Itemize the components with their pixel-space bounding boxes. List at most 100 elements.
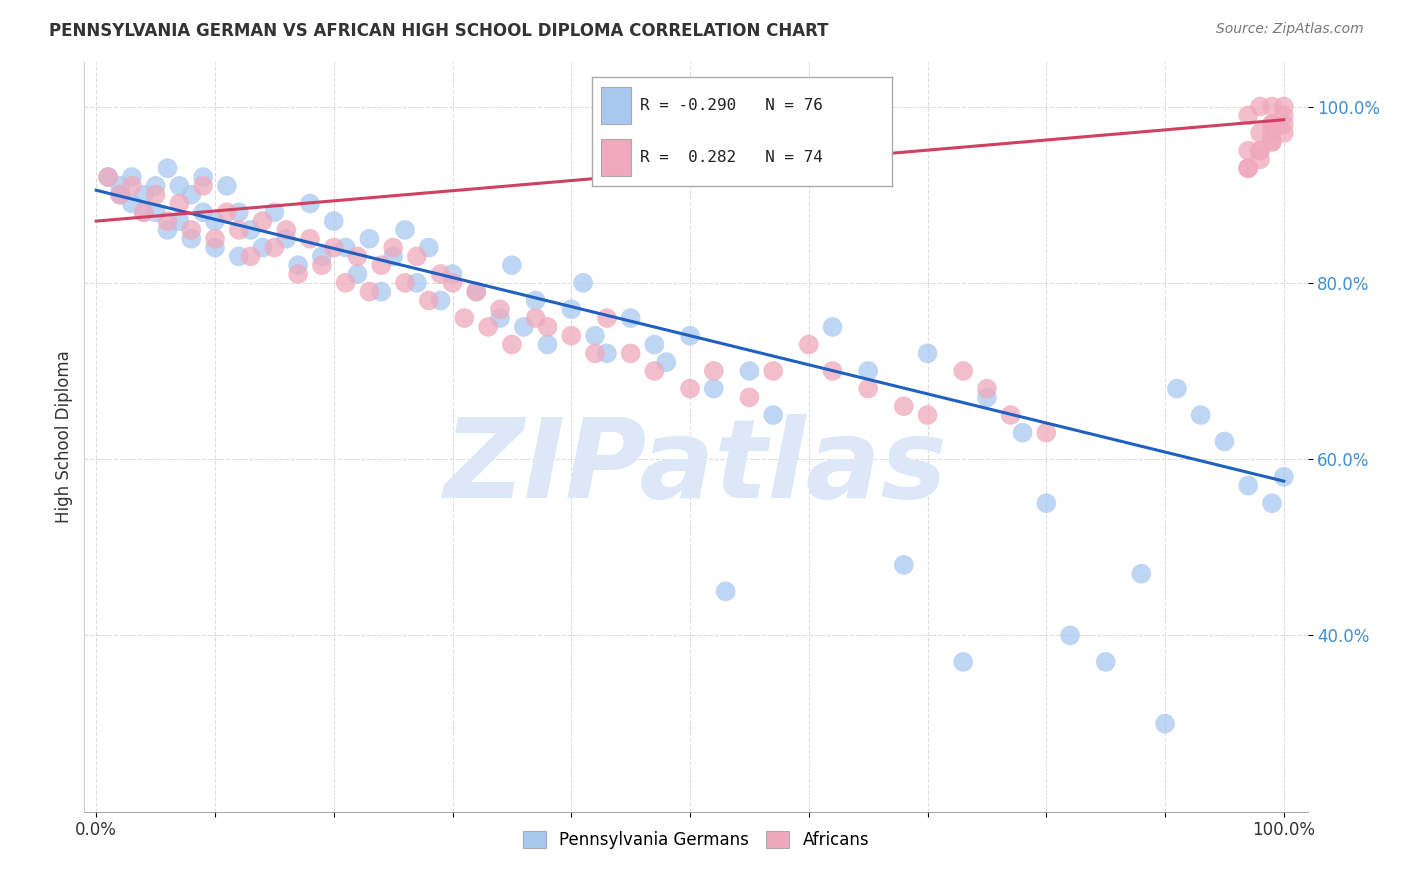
Point [453, 311, 475, 326]
Point [169, 214, 191, 228]
Point [1249, 99, 1271, 113]
Point [976, 382, 998, 396]
Point [156, 214, 179, 228]
Point [560, 328, 582, 343]
Point [643, 364, 665, 378]
Point [97, 169, 120, 184]
Point [335, 276, 357, 290]
Point [298, 232, 321, 246]
Point [703, 382, 725, 396]
Point [1249, 144, 1271, 158]
Point [917, 346, 939, 360]
Point [1094, 655, 1116, 669]
Y-axis label: High School Diploma: High School Diploma [55, 351, 73, 524]
Point [441, 276, 464, 290]
Point [287, 267, 309, 281]
Point [477, 319, 499, 334]
Point [228, 205, 250, 219]
Point [1261, 117, 1284, 131]
Point [821, 364, 844, 378]
Point [298, 196, 321, 211]
Point [703, 364, 725, 378]
Point [191, 178, 214, 193]
Point [1237, 108, 1260, 122]
Point [418, 241, 440, 255]
Point [976, 391, 998, 405]
Point [524, 311, 547, 326]
Point [346, 267, 368, 281]
Point [679, 328, 702, 343]
Point [536, 319, 558, 334]
Point [738, 364, 761, 378]
Point [311, 249, 333, 263]
Point [679, 382, 702, 396]
Point [429, 267, 451, 281]
Text: PENNSYLVANIA GERMAN VS AFRICAN HIGH SCHOOL DIPLOMA CORRELATION CHART: PENNSYLVANIA GERMAN VS AFRICAN HIGH SCHO… [49, 22, 828, 40]
Point [1261, 126, 1284, 140]
Point [1237, 161, 1260, 176]
Point [1035, 425, 1057, 440]
Point [1249, 153, 1271, 167]
Point [762, 408, 785, 422]
Point [1000, 408, 1022, 422]
Point [1130, 566, 1153, 581]
Point [1035, 496, 1057, 510]
Point [1059, 628, 1081, 642]
Point [465, 285, 488, 299]
Point [382, 249, 405, 263]
Point [370, 285, 392, 299]
Point [762, 364, 785, 378]
Point [536, 337, 558, 351]
Point [287, 258, 309, 272]
Point [620, 346, 643, 360]
Point [359, 232, 381, 246]
Point [204, 232, 226, 246]
Point [1237, 161, 1260, 176]
Point [501, 258, 523, 272]
Point [322, 241, 344, 255]
Point [620, 311, 643, 326]
Point [132, 205, 155, 219]
Point [406, 276, 429, 290]
Point [1272, 117, 1295, 131]
Point [489, 302, 512, 317]
Point [643, 337, 665, 351]
Point [465, 285, 488, 299]
Point [108, 187, 131, 202]
Point [1261, 135, 1284, 149]
Text: ZIPatlas: ZIPatlas [444, 414, 948, 521]
Point [121, 169, 143, 184]
Point [145, 187, 167, 202]
Point [180, 223, 202, 237]
Point [322, 214, 344, 228]
Point [655, 355, 678, 369]
Point [524, 293, 547, 308]
Point [204, 241, 226, 255]
Point [132, 187, 155, 202]
Point [263, 241, 285, 255]
Point [108, 178, 131, 193]
Point [797, 337, 820, 351]
Point [501, 337, 523, 351]
Point [97, 169, 120, 184]
Point [263, 205, 285, 219]
Point [714, 584, 737, 599]
Point [429, 293, 451, 308]
Point [370, 258, 392, 272]
Point [418, 293, 440, 308]
Point [121, 196, 143, 211]
Point [893, 558, 915, 572]
Point [191, 169, 214, 184]
Point [560, 302, 582, 317]
Point [1261, 99, 1284, 113]
Point [145, 178, 167, 193]
Point [121, 178, 143, 193]
Point [169, 178, 191, 193]
Point [952, 655, 974, 669]
Point [252, 214, 274, 228]
Point [821, 319, 844, 334]
Point [406, 249, 429, 263]
Point [1261, 117, 1284, 131]
Point [856, 364, 879, 378]
Point [239, 249, 262, 263]
